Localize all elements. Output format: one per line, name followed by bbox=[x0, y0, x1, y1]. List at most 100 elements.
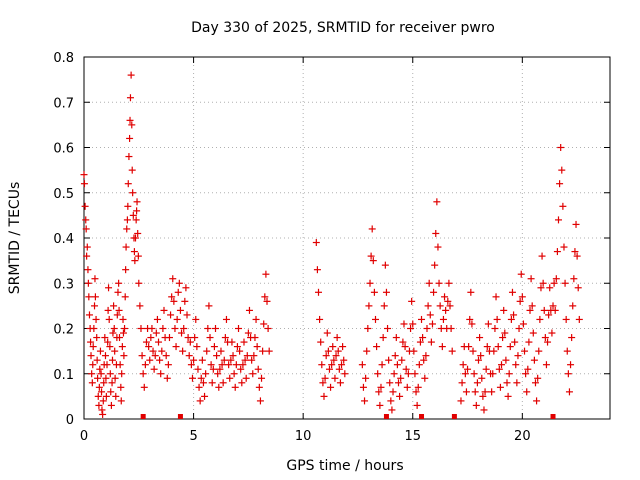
data-point bbox=[313, 266, 321, 274]
data-point bbox=[434, 243, 442, 251]
data-point bbox=[103, 361, 111, 369]
data-point bbox=[121, 293, 129, 301]
data-point bbox=[511, 338, 519, 346]
data-point bbox=[90, 325, 98, 332]
data-point bbox=[252, 315, 260, 323]
data-point bbox=[436, 302, 444, 310]
data-point bbox=[409, 320, 417, 328]
data-point bbox=[159, 325, 167, 332]
data-point bbox=[250, 352, 258, 360]
data-point bbox=[467, 288, 475, 296]
data-point bbox=[184, 334, 192, 342]
data-point bbox=[124, 202, 132, 210]
data-point bbox=[381, 261, 389, 269]
data-point bbox=[110, 325, 118, 332]
data-point bbox=[208, 379, 216, 387]
data-point bbox=[115, 279, 123, 287]
data-point bbox=[430, 288, 438, 296]
data-point bbox=[84, 266, 92, 274]
data-point bbox=[232, 361, 240, 369]
data-point bbox=[316, 315, 324, 323]
data-point bbox=[479, 392, 487, 400]
data-point bbox=[574, 284, 582, 292]
data-point bbox=[494, 343, 502, 351]
data-point bbox=[263, 297, 271, 305]
data-point bbox=[104, 338, 112, 346]
data-point bbox=[118, 343, 126, 351]
x-axis: 0 5 10 15 20 bbox=[80, 57, 531, 444]
data-point bbox=[549, 302, 557, 310]
data-point bbox=[524, 365, 532, 373]
data-point bbox=[448, 347, 456, 355]
data-point bbox=[210, 343, 218, 351]
data-point bbox=[110, 302, 118, 310]
data-point bbox=[191, 334, 199, 342]
data-point bbox=[312, 239, 320, 247]
data-point bbox=[411, 370, 419, 378]
y-tick-label: 0.6 bbox=[53, 142, 74, 157]
data-point bbox=[380, 302, 388, 310]
data-point bbox=[237, 365, 245, 373]
data-point bbox=[506, 343, 514, 351]
data-point bbox=[119, 315, 127, 323]
data-point bbox=[126, 116, 134, 124]
data-point bbox=[152, 329, 160, 337]
data-point bbox=[214, 370, 222, 378]
zero-marker bbox=[451, 414, 457, 419]
data-point bbox=[551, 306, 559, 314]
data-point bbox=[134, 252, 142, 260]
data-point bbox=[178, 329, 186, 337]
data-point bbox=[321, 374, 329, 382]
data-point bbox=[93, 334, 101, 342]
data-point bbox=[190, 356, 198, 364]
data-point bbox=[339, 343, 347, 351]
data-point bbox=[541, 334, 549, 342]
data-point bbox=[413, 401, 421, 409]
data-point bbox=[373, 343, 381, 351]
data-point bbox=[94, 392, 102, 400]
data-point bbox=[528, 302, 536, 310]
data-point bbox=[195, 383, 203, 391]
data-point bbox=[244, 329, 252, 337]
data-point bbox=[99, 410, 107, 418]
data-point bbox=[482, 365, 490, 373]
data-point bbox=[198, 356, 206, 364]
data-point bbox=[470, 370, 478, 378]
data-point bbox=[87, 338, 95, 346]
data-point bbox=[476, 334, 484, 342]
data-point bbox=[419, 334, 427, 342]
data-point bbox=[124, 180, 132, 188]
data-point bbox=[564, 370, 572, 378]
x-axis-label: GPS time / hours bbox=[286, 458, 403, 474]
data-point bbox=[133, 207, 141, 215]
data-point bbox=[527, 275, 535, 283]
data-point bbox=[335, 365, 343, 373]
data-point bbox=[489, 370, 497, 378]
data-point bbox=[98, 388, 106, 396]
data-point bbox=[238, 379, 246, 387]
data-point bbox=[439, 315, 447, 323]
data-point bbox=[401, 343, 409, 351]
data-point bbox=[142, 338, 150, 346]
data-point bbox=[129, 211, 137, 219]
data-point bbox=[225, 361, 233, 369]
data-point bbox=[181, 297, 189, 305]
data-point bbox=[146, 356, 154, 364]
data-point bbox=[242, 374, 250, 382]
data-point bbox=[400, 320, 408, 328]
data-point bbox=[483, 343, 491, 351]
data-point bbox=[137, 325, 145, 332]
data-point bbox=[480, 406, 488, 414]
data-point bbox=[433, 198, 441, 206]
data-point bbox=[371, 315, 379, 323]
data-point bbox=[204, 325, 212, 332]
data-point bbox=[222, 315, 230, 323]
data-point bbox=[529, 329, 537, 337]
data-point bbox=[255, 383, 263, 391]
data-point bbox=[516, 297, 524, 305]
data-point bbox=[209, 365, 217, 373]
data-point bbox=[500, 306, 508, 314]
data-point bbox=[262, 270, 270, 278]
data-point bbox=[442, 306, 450, 314]
data-point bbox=[192, 315, 200, 323]
